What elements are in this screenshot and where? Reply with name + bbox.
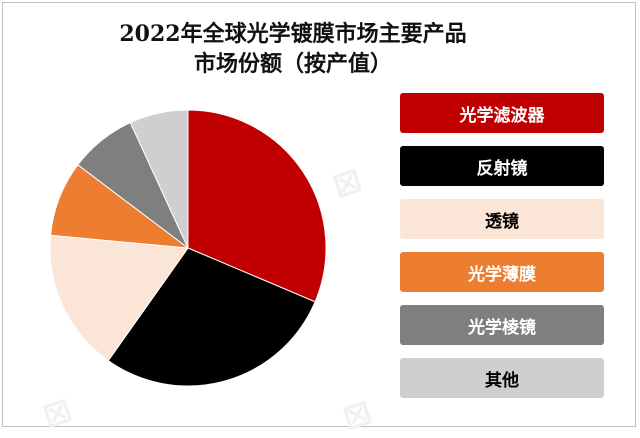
watermark-logo: ⊠ [37,389,77,437]
legend-item: 光学棱镜 [400,305,604,345]
legend-item: 透镜 [400,199,604,239]
legend-item: 光学薄膜 [400,252,604,292]
legend-item: 其他 [400,358,604,398]
chart-title-line1: 2022年全球光学镀膜市场主要产品 [119,21,467,47]
pie-slice [49,234,189,362]
pie-slice [129,109,189,249]
pie-slice [187,109,327,303]
chart-title-line2: 市场份额（按产值） [193,51,392,77]
pie-chart [49,109,327,387]
legend-item: 反射镜 [400,146,604,186]
pie-slice [107,247,316,387]
legend-item: 光学滤波器 [400,93,604,133]
chart-title: 2022年全球光学镀膜市场主要产品 市场份额（按产值） [63,19,523,79]
watermark-logo: ⊠ [327,159,367,207]
watermark-logo: ⊠ [337,391,377,438]
